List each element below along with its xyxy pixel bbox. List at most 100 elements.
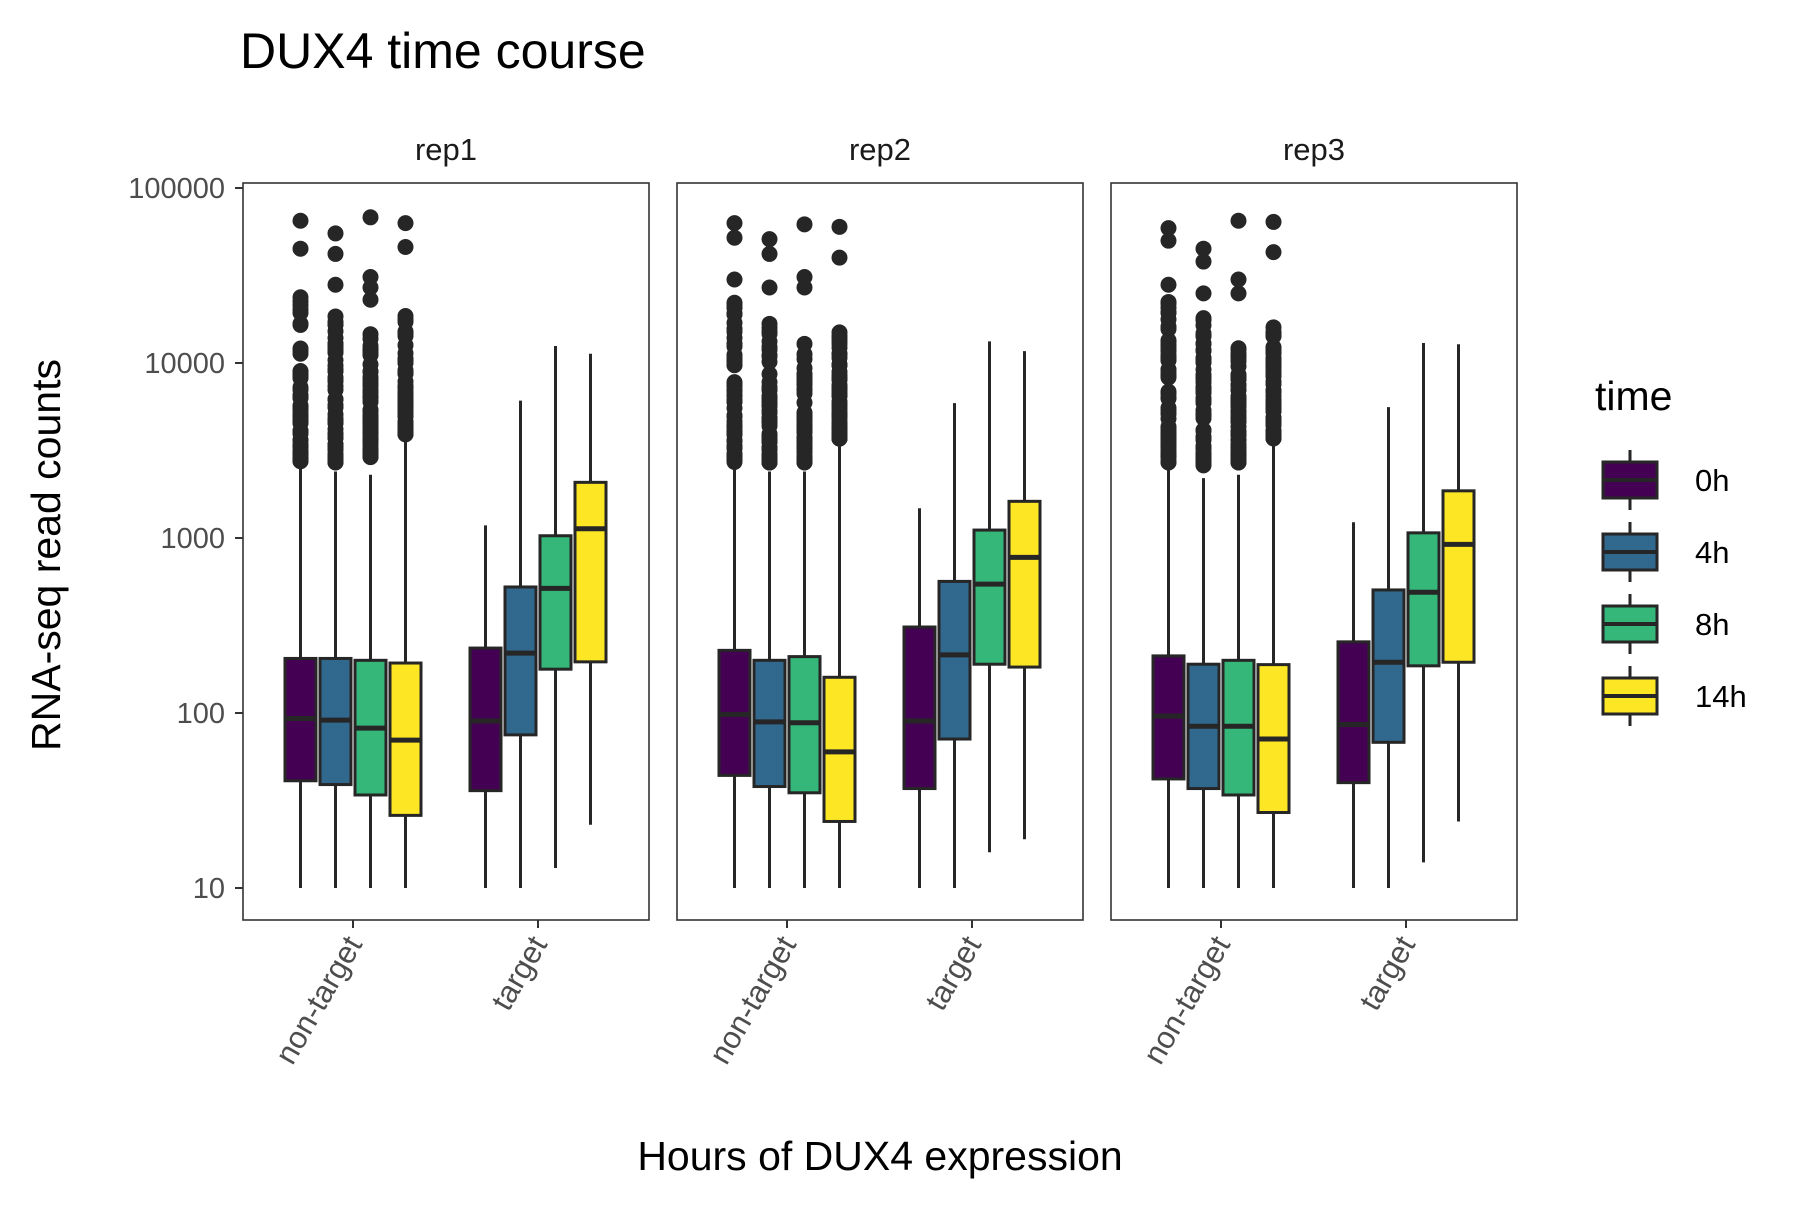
outlier-point bbox=[1160, 383, 1177, 400]
outlier-point bbox=[831, 249, 848, 266]
outlier-point bbox=[292, 212, 309, 229]
outlier-point bbox=[327, 378, 344, 395]
box-non-target-0h bbox=[283, 212, 318, 888]
outlier-point bbox=[761, 449, 778, 466]
outlier-point bbox=[761, 245, 778, 262]
outlier-point bbox=[362, 209, 379, 226]
legend-entry-8h: 8h bbox=[1601, 594, 1729, 654]
box-non-target-14h bbox=[1256, 213, 1291, 888]
box-target-14h bbox=[1007, 351, 1042, 840]
outlier-point bbox=[1265, 213, 1282, 230]
legend-label: 0h bbox=[1695, 463, 1729, 498]
outlier-point bbox=[796, 369, 813, 386]
outlier-point bbox=[327, 341, 344, 358]
outlier-point bbox=[362, 269, 379, 286]
outlier-point bbox=[1230, 396, 1247, 413]
box-non-target-4h bbox=[318, 225, 353, 888]
box-iqr bbox=[1336, 640, 1371, 785]
outlier-point bbox=[397, 215, 414, 232]
outlier-point bbox=[292, 439, 309, 456]
outlier-point bbox=[726, 271, 743, 288]
box-iqr bbox=[937, 579, 972, 741]
outlier-point bbox=[397, 379, 414, 396]
outlier-point bbox=[292, 345, 309, 362]
y-tick-label: 10000 bbox=[144, 348, 225, 380]
outlier-point bbox=[397, 337, 414, 354]
box-non-target-8h bbox=[787, 216, 822, 888]
outlier-point bbox=[327, 447, 344, 464]
outlier-point bbox=[831, 218, 848, 235]
outlier-point bbox=[761, 347, 778, 364]
outlier-point bbox=[327, 308, 344, 325]
x-tick-label: target bbox=[1352, 930, 1422, 1016]
outlier-point bbox=[726, 408, 743, 425]
box-target-0h bbox=[1336, 522, 1371, 888]
outlier-point bbox=[1265, 412, 1282, 429]
box-target-4h bbox=[503, 400, 538, 888]
outlier-point bbox=[1230, 439, 1247, 456]
outlier-point bbox=[397, 426, 414, 443]
legend-label: 8h bbox=[1695, 607, 1729, 642]
outlier-point bbox=[1160, 445, 1177, 462]
outlier-point bbox=[292, 289, 309, 306]
outlier-point bbox=[796, 420, 813, 437]
outlier-point bbox=[292, 453, 309, 470]
facet-label: rep3 bbox=[1283, 132, 1345, 167]
outlier-point bbox=[1195, 452, 1212, 469]
box-target-8h bbox=[538, 346, 573, 869]
outlier-point bbox=[327, 276, 344, 293]
outlier-point bbox=[831, 388, 848, 405]
facet-label: rep2 bbox=[849, 132, 911, 167]
outlier-point bbox=[1195, 394, 1212, 411]
outlier-point bbox=[796, 452, 813, 469]
outlier-point bbox=[796, 433, 813, 450]
x-tick-label: non-target bbox=[1136, 930, 1237, 1070]
box-target-14h bbox=[1441, 344, 1476, 822]
legend-label: 14h bbox=[1695, 679, 1747, 714]
outlier-point bbox=[1265, 395, 1282, 412]
box-target-0h bbox=[468, 525, 503, 888]
outlier-point bbox=[1265, 244, 1282, 261]
facet-panel-rep2: rep2 non-target target bbox=[676, 132, 1084, 1070]
box-iqr bbox=[972, 528, 1007, 666]
outlier-point bbox=[1195, 285, 1212, 302]
outlier-point bbox=[726, 377, 743, 394]
outlier-point bbox=[362, 326, 379, 343]
outlier-point bbox=[831, 430, 848, 447]
outlier-point bbox=[761, 393, 778, 410]
facet-panels: rep1 non-target target rep2 non-target target… bbox=[242, 132, 1518, 1070]
outlier-point bbox=[1195, 325, 1212, 342]
outlier-point bbox=[1265, 323, 1282, 340]
legend-label: 4h bbox=[1695, 535, 1729, 570]
outlier-point bbox=[1160, 293, 1177, 310]
box-non-target-0h bbox=[717, 215, 752, 888]
outlier-point bbox=[1195, 253, 1212, 270]
outlier-point bbox=[292, 315, 309, 332]
outlier-point bbox=[1230, 382, 1247, 399]
outlier-point bbox=[292, 413, 309, 430]
legend-title: time bbox=[1595, 373, 1672, 419]
outlier-point bbox=[1230, 285, 1247, 302]
outlier-point bbox=[362, 388, 379, 405]
outlier-point bbox=[1230, 425, 1247, 442]
legend-entry-14h: 14h bbox=[1601, 666, 1747, 726]
box-target-14h bbox=[573, 353, 608, 825]
x-tick-label: non-target bbox=[268, 930, 369, 1070]
outlier-point bbox=[1160, 220, 1177, 237]
box-non-target-0h bbox=[1151, 220, 1186, 888]
outlier-point bbox=[327, 245, 344, 262]
outlier-point bbox=[1160, 365, 1177, 382]
outlier-point bbox=[1195, 240, 1212, 257]
outlier-point bbox=[1195, 378, 1212, 395]
box-iqr bbox=[1371, 588, 1406, 744]
outlier-point bbox=[1195, 310, 1212, 327]
outlier-point bbox=[761, 325, 778, 342]
outlier-point bbox=[1195, 422, 1212, 439]
y-tick-label: 100 bbox=[177, 698, 225, 730]
box-non-target-14h bbox=[822, 218, 857, 888]
x-tick-label: target bbox=[484, 930, 554, 1016]
box-target-0h bbox=[902, 508, 937, 888]
outlier-point bbox=[726, 305, 743, 322]
x-tick-label: target bbox=[918, 930, 988, 1016]
